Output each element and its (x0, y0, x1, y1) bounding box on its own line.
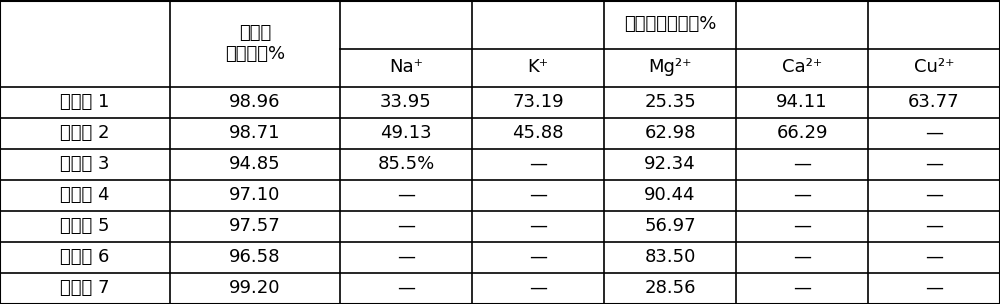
Text: 62.98: 62.98 (644, 124, 696, 142)
Text: —: — (529, 155, 547, 173)
Text: 97.10: 97.10 (229, 186, 281, 204)
Text: 98.96: 98.96 (229, 93, 281, 111)
Text: 94.11: 94.11 (776, 93, 828, 111)
Text: —: — (925, 124, 943, 142)
Text: 96.58: 96.58 (229, 248, 281, 266)
Text: —: — (793, 186, 811, 204)
Text: —: — (529, 279, 547, 297)
Text: 33.95: 33.95 (380, 93, 432, 111)
Text: —: — (793, 217, 811, 235)
Text: —: — (925, 279, 943, 297)
Text: —: — (793, 279, 811, 297)
Text: —: — (529, 248, 547, 266)
Text: 实施例 3: 实施例 3 (60, 155, 110, 173)
Text: 实施例 6: 实施例 6 (60, 248, 110, 266)
Text: 85.5%: 85.5% (377, 155, 435, 173)
Text: 73.19: 73.19 (512, 93, 564, 111)
Text: Na⁺: Na⁺ (389, 58, 423, 77)
Text: 94.85: 94.85 (229, 155, 281, 173)
Text: 离子液
体透过率%: 离子液 体透过率% (225, 24, 285, 63)
Text: —: — (925, 155, 943, 173)
Text: 90.44: 90.44 (644, 186, 696, 204)
Text: 56.97: 56.97 (644, 217, 696, 235)
Text: —: — (529, 186, 547, 204)
Text: 实施例 4: 实施例 4 (60, 186, 110, 204)
Text: —: — (925, 186, 943, 204)
Text: K⁺: K⁺ (527, 58, 549, 77)
Text: —: — (397, 248, 415, 266)
Text: 99.20: 99.20 (229, 279, 281, 297)
Text: 实施例 1: 实施例 1 (60, 93, 110, 111)
Text: Mg²⁺: Mg²⁺ (648, 58, 692, 77)
Text: —: — (397, 186, 415, 204)
Text: 66.29: 66.29 (776, 124, 828, 142)
Text: 92.34: 92.34 (644, 155, 696, 173)
Text: —: — (397, 217, 415, 235)
Text: 实施例 2: 实施例 2 (60, 124, 110, 142)
Text: —: — (925, 248, 943, 266)
Text: 杂质离子透过率%: 杂质离子透过率% (624, 16, 716, 33)
Text: 实施例 5: 实施例 5 (60, 217, 110, 235)
Text: 45.88: 45.88 (512, 124, 564, 142)
Text: 63.77: 63.77 (908, 93, 960, 111)
Text: 97.57: 97.57 (229, 217, 281, 235)
Text: 25.35: 25.35 (644, 93, 696, 111)
Text: —: — (529, 217, 547, 235)
Text: —: — (793, 248, 811, 266)
Text: 98.71: 98.71 (229, 124, 281, 142)
Text: Cu²⁺: Cu²⁺ (914, 58, 954, 77)
Text: —: — (793, 155, 811, 173)
Text: 28.56: 28.56 (644, 279, 696, 297)
Text: 实施例 7: 实施例 7 (60, 279, 110, 297)
Text: —: — (925, 217, 943, 235)
Text: Ca²⁺: Ca²⁺ (782, 58, 822, 77)
Text: —: — (397, 279, 415, 297)
Text: 49.13: 49.13 (380, 124, 432, 142)
Text: 83.50: 83.50 (644, 248, 696, 266)
